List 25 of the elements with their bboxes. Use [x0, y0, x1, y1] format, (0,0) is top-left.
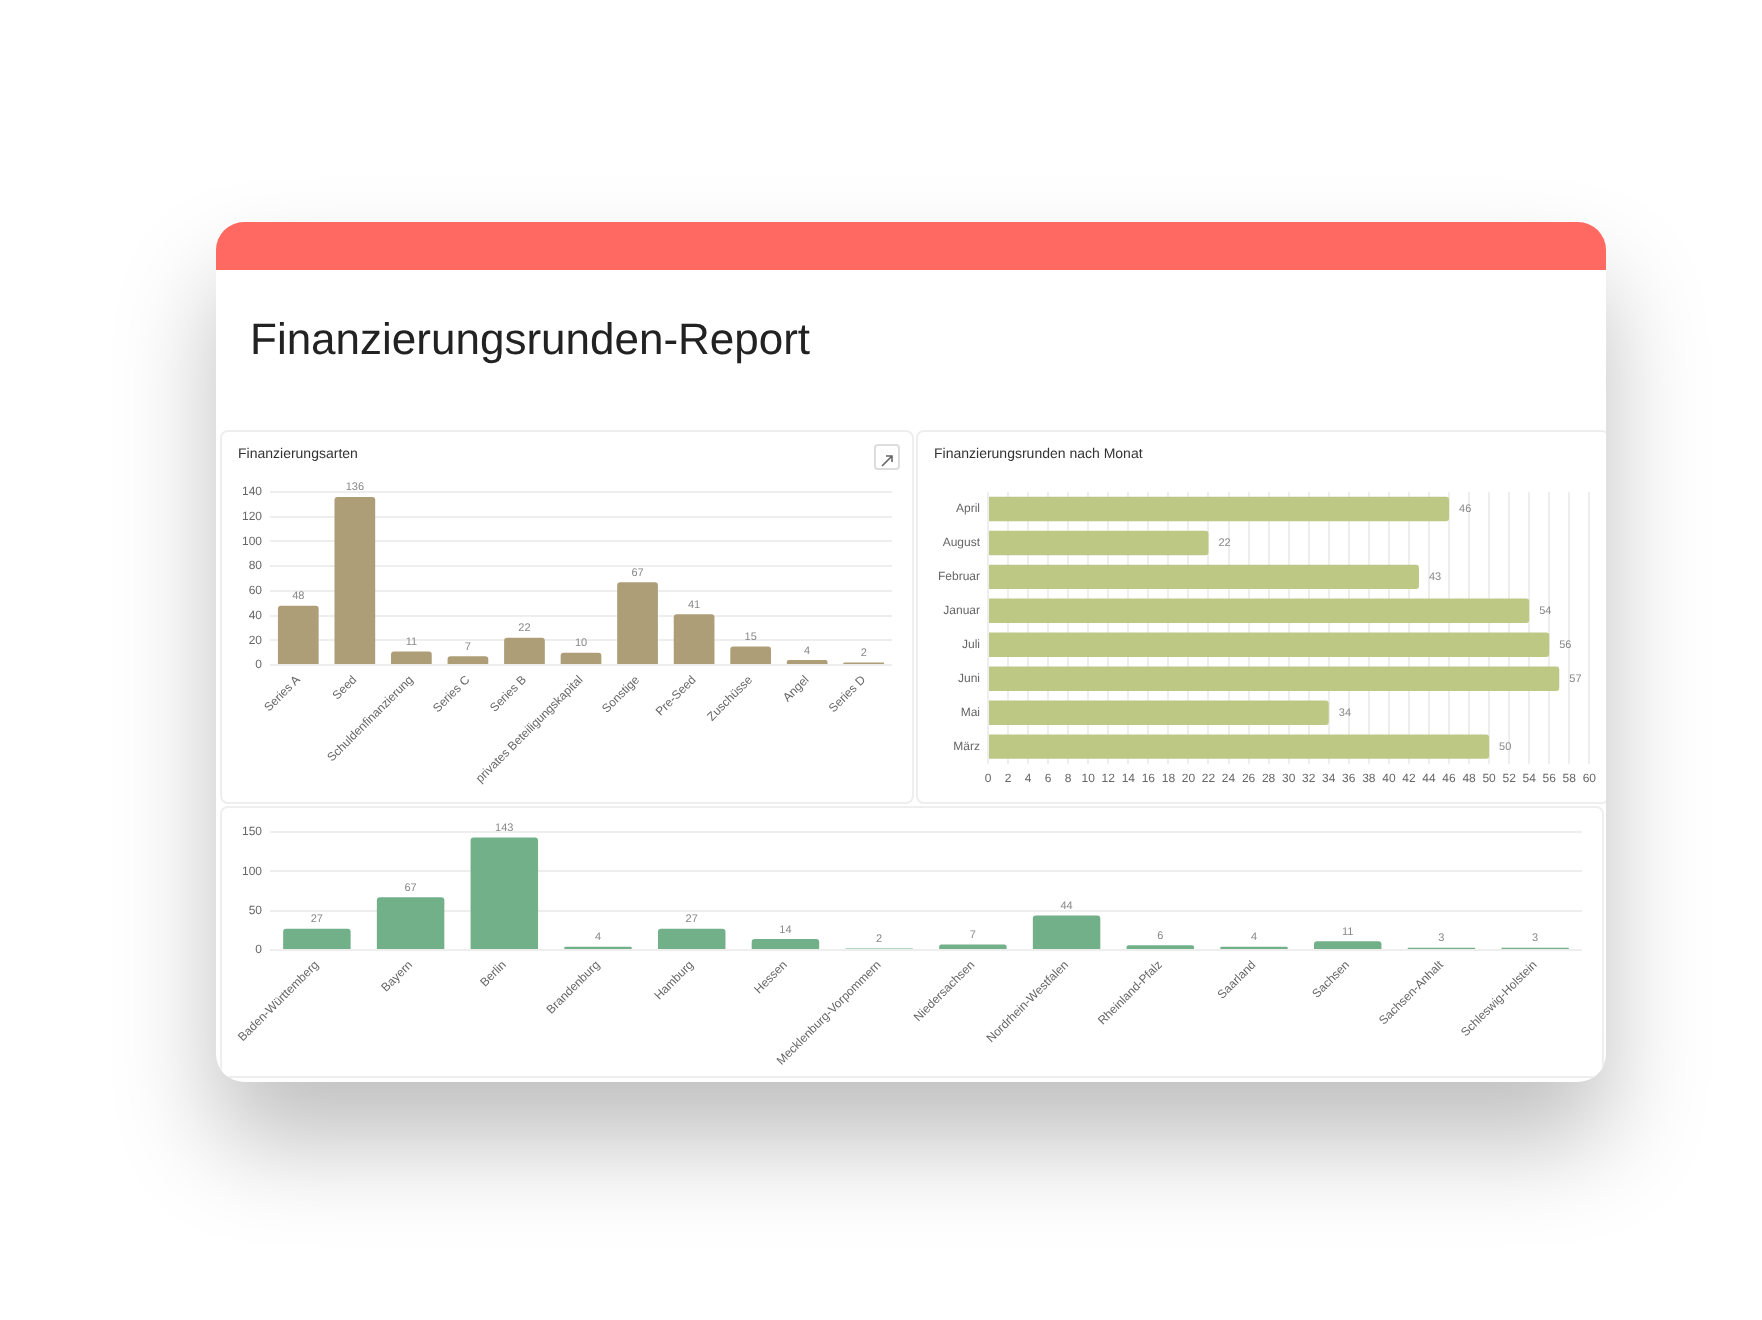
bar [989, 530, 1209, 556]
bar [391, 651, 432, 664]
bar [657, 928, 726, 949]
bar [334, 496, 376, 664]
bar [617, 582, 658, 664]
bar [1313, 941, 1382, 949]
bar [989, 564, 1419, 590]
bar [560, 652, 602, 664]
bar [673, 614, 715, 664]
bar [989, 632, 1550, 657]
bar [277, 605, 319, 664]
bar [751, 938, 820, 949]
bar [989, 598, 1530, 624]
bar [989, 700, 1329, 725]
bar [504, 637, 545, 664]
bar [989, 496, 1450, 522]
bar [989, 734, 1490, 759]
bar [470, 837, 539, 949]
bar [376, 897, 445, 949]
bar [1032, 915, 1101, 949]
bar [283, 928, 351, 949]
bar [447, 656, 489, 664]
text: Finanzierungsrunden-Report [250, 314, 811, 366]
bar [730, 646, 771, 664]
bar [989, 666, 1560, 691]
